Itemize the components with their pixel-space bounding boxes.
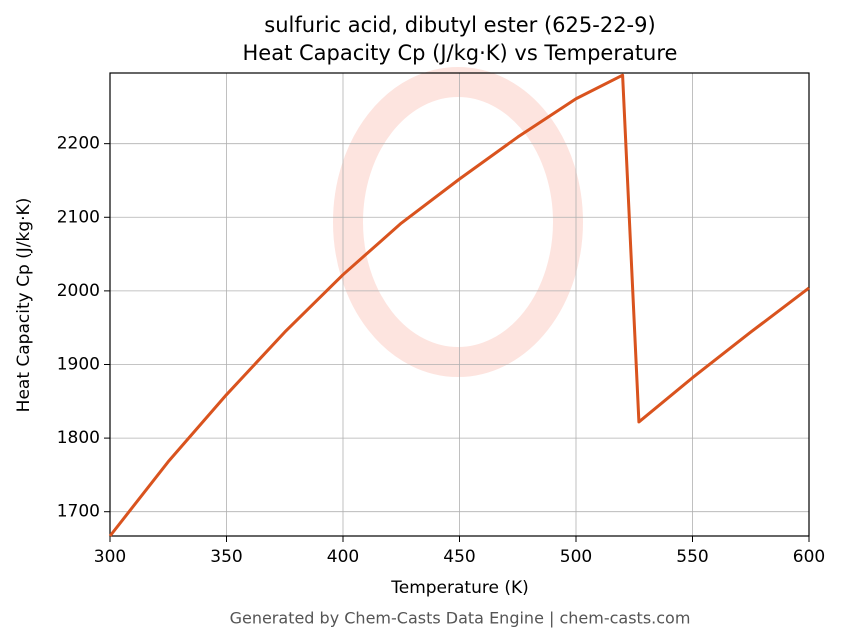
data-line [108,73,810,537]
chart-subtitle: Heat Capacity Cp (J/kg·K) vs Temperature [243,41,678,65]
y-tick-label: 1800 [57,428,100,448]
watermark [333,67,583,377]
x-tick-label: 350 [210,547,242,567]
y-tick-label: 2100 [57,207,100,227]
y-tick-label: 2200 [57,134,100,154]
watermark-ring [333,67,583,377]
x-tick-label: 400 [327,547,359,567]
x-tick-label: 450 [443,547,475,567]
x-tick-label: 600 [793,547,825,567]
footer: Generated by Chem-Casts Data Engine | ch… [230,609,691,628]
x-tick-label: 550 [676,547,708,567]
y-tick-label: 1900 [57,354,100,374]
y-axis-label: Heat Capacity Cp (J/kg·K) [14,198,34,413]
y-tick-label: 1700 [57,502,100,522]
x-axis-label: Temperature (K) [390,578,529,598]
x-tick-label: 300 [94,547,126,567]
y-tick-label: 2000 [57,281,100,301]
chart-title: sulfuric acid, dibutyl ester (625-22-9) [264,13,655,37]
x-tick-label: 500 [560,547,592,567]
